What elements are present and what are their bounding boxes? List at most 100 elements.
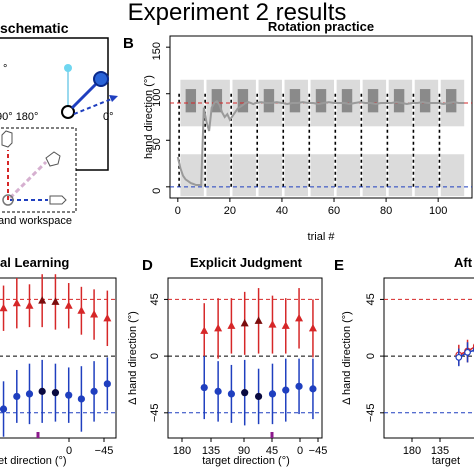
data-point-circle	[214, 387, 222, 395]
variability-band-inner	[237, 89, 249, 113]
data-point-circle	[295, 382, 303, 390]
variability-band-lower	[258, 154, 282, 197]
plot-frame	[0, 277, 117, 439]
panel-letter-e: E	[334, 257, 344, 274]
x-tick-label: −45	[309, 445, 328, 457]
data-point-circle	[65, 391, 73, 399]
data-point-triangle	[0, 303, 8, 312]
data-point-triangle	[64, 301, 73, 309]
trained-target-marker	[270, 432, 274, 438]
variability-band-lower	[206, 154, 230, 197]
x-tick-label: 45	[266, 445, 278, 457]
plot-frame	[167, 277, 323, 439]
x-axis-label: target direction (°)	[202, 455, 290, 467]
data-point-triangle	[90, 310, 99, 318]
start-circle	[61, 105, 75, 119]
workspace-start	[2, 194, 14, 206]
hand-icon-right	[49, 195, 67, 205]
data-point-circle	[25, 390, 34, 398]
variability-band-lower	[414, 154, 439, 197]
data-point-triangle	[200, 326, 209, 334]
data-point-triangle	[38, 296, 47, 304]
data-point-triangle	[268, 320, 277, 328]
x-tick-label: −45	[95, 445, 114, 457]
variability-band-lower	[180, 154, 204, 197]
x-tick-label: 180	[173, 445, 191, 457]
data-point	[464, 348, 471, 356]
schematic-title: schematic	[0, 20, 69, 36]
chart-title: Explicit Judgment	[190, 255, 303, 270]
variability-band-lower	[232, 154, 256, 197]
explicit-judgment-chart: Explicit Judgment 180 135 90 45 0 −45 45 0 −45 Δ h…	[127, 255, 327, 467]
variability-band-lower	[440, 154, 465, 197]
data-point-triangle	[240, 318, 249, 327]
y-tick-label: 45	[149, 293, 161, 305]
data-point-circle	[282, 386, 290, 394]
workspace-pink-path	[8, 160, 48, 200]
data-point-circle	[309, 385, 317, 393]
data-point-circle	[103, 380, 111, 388]
data-point-triangle	[308, 323, 317, 332]
data-point-triangle	[214, 323, 223, 332]
variability-band-inner	[263, 89, 275, 113]
target-circle	[93, 71, 109, 87]
data-point-triangle	[51, 297, 60, 305]
schematic-angle-small: °	[3, 63, 7, 75]
data-point-circle	[51, 389, 60, 397]
variability-band-inner	[341, 89, 353, 113]
implicit-learning-chart: al Learning 0 −45 et direction (°)	[0, 255, 117, 467]
cursor-path	[73, 97, 115, 115]
variability-band-inner	[445, 89, 457, 113]
data-point	[455, 353, 463, 361]
data-point-circle	[227, 390, 236, 398]
plot-frame	[383, 277, 474, 439]
x-tick-label: 40	[276, 205, 288, 217]
panel-letter-d: D	[142, 257, 153, 274]
variability-band-lower	[362, 154, 387, 197]
y-tick-label: 50	[151, 138, 163, 150]
figure-title: Experiment 2 results	[128, 0, 347, 26]
mean-series-line	[176, 99, 465, 186]
data-point-triangle	[103, 313, 112, 322]
variability-band-lower	[310, 154, 335, 197]
y-tick-label: −45	[149, 403, 161, 422]
x-tick-label: 60	[328, 205, 340, 217]
y-tick-label: 100	[151, 89, 163, 107]
y-axis-label: hand direction (°)	[143, 75, 155, 159]
variability-band-inner	[315, 89, 327, 113]
y-axis-label: Δ hand direction (°)	[127, 311, 139, 405]
x-tick-label: 20	[224, 205, 236, 217]
chart-title: Aft	[454, 255, 473, 270]
data-point-triangle	[25, 301, 34, 309]
x-tick-label: 135	[431, 445, 449, 457]
variability-band-inner	[289, 89, 301, 113]
y-tick-label: 0	[365, 353, 377, 359]
y-tick-label: −45	[365, 403, 377, 422]
variability-band-inner	[419, 89, 431, 113]
y-tick-label: 150	[151, 42, 163, 60]
workspace-label: and workspace	[0, 215, 72, 227]
variability-band-lower	[336, 154, 361, 197]
x-tick-label: 100	[429, 205, 447, 217]
data-point-circle	[38, 387, 46, 395]
chart-title: Rotation practice	[268, 19, 374, 34]
x-axis-label: et direction (°)	[0, 455, 67, 467]
aftereffects-chart: Aft 180 135 45 0 −45 Δ hand direction (°) targe…	[341, 255, 474, 467]
x-tick-label: 0	[66, 445, 72, 457]
rotation-practice-chart: Rotation practice 0 20 40 60 80 100 0 50 100 150 tr…	[143, 19, 473, 243]
data-point-triangle	[77, 306, 86, 314]
pointer-tip-cyan	[64, 64, 72, 72]
hand-icon-diag	[45, 151, 61, 167]
plot-frame	[169, 35, 473, 199]
y-axis-label: Δ hand direction (°)	[341, 311, 353, 405]
x-tick-label: 180	[403, 445, 421, 457]
data-point-circle	[268, 390, 277, 398]
panel-letter-b: B	[123, 35, 134, 52]
data-point-triangle	[254, 316, 263, 324]
data-point-circle	[241, 389, 249, 397]
cursor-arrowhead	[109, 95, 118, 102]
x-axis-label: trial #	[308, 231, 336, 243]
y-tick-label: 0	[149, 353, 161, 359]
data-point-triangle	[295, 313, 304, 322]
x-tick-label: 135	[202, 445, 220, 457]
